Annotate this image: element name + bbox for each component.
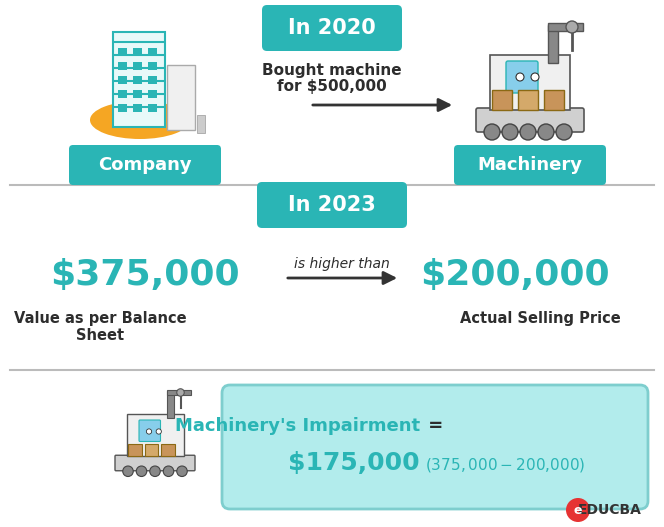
Circle shape	[177, 389, 184, 396]
Circle shape	[156, 429, 161, 434]
Text: Company: Company	[98, 156, 192, 174]
Text: Sheet: Sheet	[76, 327, 124, 343]
Circle shape	[484, 124, 500, 140]
Circle shape	[163, 466, 174, 476]
Bar	[544, 90, 564, 110]
Text: Machinery: Machinery	[477, 156, 582, 174]
Bar	[148, 62, 157, 70]
Bar	[133, 62, 142, 70]
Text: In 2020: In 2020	[288, 18, 376, 38]
Bar	[148, 104, 157, 112]
Bar	[133, 48, 142, 56]
Circle shape	[136, 466, 147, 476]
Bar	[118, 76, 127, 84]
Bar	[197, 115, 205, 133]
Bar	[133, 104, 142, 112]
Bar	[113, 32, 165, 127]
Circle shape	[146, 429, 151, 434]
FancyBboxPatch shape	[115, 455, 195, 471]
Circle shape	[556, 124, 572, 140]
Bar	[148, 90, 157, 98]
Circle shape	[177, 466, 187, 476]
Text: =: =	[422, 417, 444, 435]
Circle shape	[531, 73, 539, 81]
Bar	[148, 76, 157, 84]
FancyBboxPatch shape	[257, 182, 407, 228]
Bar	[161, 444, 175, 456]
Bar	[128, 444, 141, 456]
Circle shape	[538, 124, 554, 140]
Bar	[118, 104, 127, 112]
Circle shape	[520, 124, 536, 140]
Text: In 2023: In 2023	[288, 195, 376, 215]
Text: Actual Selling Price: Actual Selling Price	[459, 310, 620, 326]
Text: Bought machine: Bought machine	[262, 63, 402, 77]
Circle shape	[566, 498, 590, 522]
Circle shape	[150, 466, 160, 476]
Bar	[133, 76, 142, 84]
Bar	[145, 444, 158, 456]
Ellipse shape	[90, 101, 190, 139]
Text: $375,000: $375,000	[50, 258, 240, 292]
Text: Machinery's Impairment: Machinery's Impairment	[175, 417, 420, 435]
Circle shape	[502, 124, 518, 140]
Bar	[548, 23, 583, 31]
FancyBboxPatch shape	[506, 61, 538, 93]
FancyBboxPatch shape	[139, 420, 161, 442]
Text: is higher than: is higher than	[294, 257, 390, 271]
Bar	[127, 414, 183, 456]
FancyBboxPatch shape	[454, 145, 606, 185]
Text: for $500,000: for $500,000	[277, 80, 387, 94]
Bar	[118, 62, 127, 70]
Text: $175,000: $175,000	[288, 451, 420, 475]
Bar	[167, 391, 174, 418]
Bar	[148, 48, 157, 56]
Bar	[118, 48, 127, 56]
Bar	[167, 389, 191, 395]
Bar	[118, 90, 127, 98]
Bar	[490, 55, 570, 110]
Circle shape	[566, 21, 578, 33]
Circle shape	[516, 73, 524, 81]
FancyBboxPatch shape	[69, 145, 221, 185]
FancyBboxPatch shape	[476, 108, 584, 132]
Bar	[518, 90, 538, 110]
Text: EDUCBA: EDUCBA	[578, 503, 642, 517]
Circle shape	[123, 466, 133, 476]
Text: Value as per Balance: Value as per Balance	[14, 310, 187, 326]
Bar	[133, 90, 142, 98]
Bar	[167, 65, 195, 130]
Text: $200,000: $200,000	[420, 258, 610, 292]
Text: ($375,000 - $200,000): ($375,000 - $200,000)	[425, 456, 586, 474]
Bar	[492, 90, 512, 110]
Text: e: e	[574, 503, 582, 516]
Bar	[548, 25, 558, 63]
FancyBboxPatch shape	[222, 385, 648, 509]
FancyBboxPatch shape	[262, 5, 402, 51]
